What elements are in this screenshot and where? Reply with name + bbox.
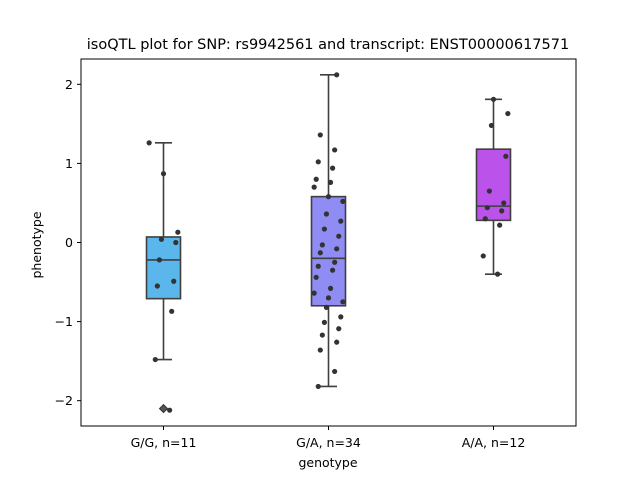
data-point	[497, 222, 503, 228]
x-tick-label: G/G, n=11	[131, 435, 197, 450]
data-point	[488, 122, 495, 129]
data-point	[480, 253, 486, 259]
data-point	[486, 188, 492, 194]
genotype-group	[475, 98, 512, 275]
plot-area: −2 −1 0 1 2 G/G, n=11 G/A, n=34 A/A, n=12	[55, 58, 577, 450]
y-tick-label: 0	[65, 235, 73, 250]
data-point	[338, 314, 344, 320]
data-point	[167, 407, 173, 413]
data-point	[323, 211, 330, 217]
data-point	[321, 319, 327, 325]
y-tick-label: 1	[65, 156, 73, 171]
outlier-marker	[158, 403, 169, 414]
data-point	[175, 229, 181, 235]
data-point	[503, 153, 509, 159]
data-point	[490, 96, 497, 102]
data-point	[484, 205, 490, 211]
data-point	[482, 216, 488, 222]
data-point	[505, 110, 511, 117]
data-point	[311, 184, 317, 190]
data-point	[330, 165, 336, 171]
y-axis-label: phenotype	[29, 211, 44, 278]
iqr-box	[475, 148, 512, 222]
data-point	[311, 290, 317, 296]
data-point	[313, 274, 319, 280]
iqr-box	[145, 236, 182, 300]
x-tick-label: A/A, n=12	[462, 435, 526, 450]
data-point	[323, 304, 330, 310]
data-point	[158, 236, 165, 242]
data-point	[336, 326, 342, 332]
data-point	[313, 176, 319, 182]
data-point	[154, 283, 160, 289]
data-point	[152, 356, 158, 363]
data-point	[160, 171, 167, 177]
data-point	[332, 259, 338, 265]
data-point	[317, 132, 323, 138]
data-point	[171, 278, 177, 284]
data-point	[334, 339, 340, 345]
y-tick-label: −1	[55, 314, 73, 329]
chart-title: isoQTL plot for SNP: rs9942561 and trans…	[87, 37, 569, 53]
data-point	[340, 299, 346, 305]
data-point	[315, 383, 321, 390]
data-point	[327, 285, 334, 291]
x-tick-label: G/A, n=34	[296, 435, 361, 450]
data-point	[330, 267, 336, 273]
data-point	[334, 72, 340, 78]
data-point	[499, 208, 505, 214]
y-tick-label: −2	[55, 393, 73, 408]
data-point	[317, 347, 323, 353]
data-point	[169, 308, 175, 314]
data-point	[332, 368, 338, 375]
data-point	[319, 242, 325, 248]
data-point	[315, 159, 321, 165]
data-point	[325, 194, 332, 200]
data-point	[501, 200, 507, 206]
data-point	[338, 218, 344, 224]
y-tick-label: 2	[65, 77, 73, 92]
data-point	[334, 246, 340, 252]
data-point	[321, 226, 327, 232]
data-point	[315, 263, 321, 269]
data-point	[327, 179, 334, 185]
data-point	[317, 250, 323, 256]
genotype-group	[310, 74, 347, 388]
data-point	[340, 198, 346, 204]
data-point	[336, 233, 342, 239]
x-axis-label: genotype	[298, 455, 357, 470]
data-point	[156, 257, 162, 263]
data-point	[325, 295, 332, 301]
data-point	[332, 147, 338, 153]
data-point	[173, 239, 179, 246]
data-point	[146, 140, 152, 146]
data-point	[319, 332, 325, 338]
genotype-group	[145, 142, 182, 414]
data-point	[495, 271, 501, 277]
